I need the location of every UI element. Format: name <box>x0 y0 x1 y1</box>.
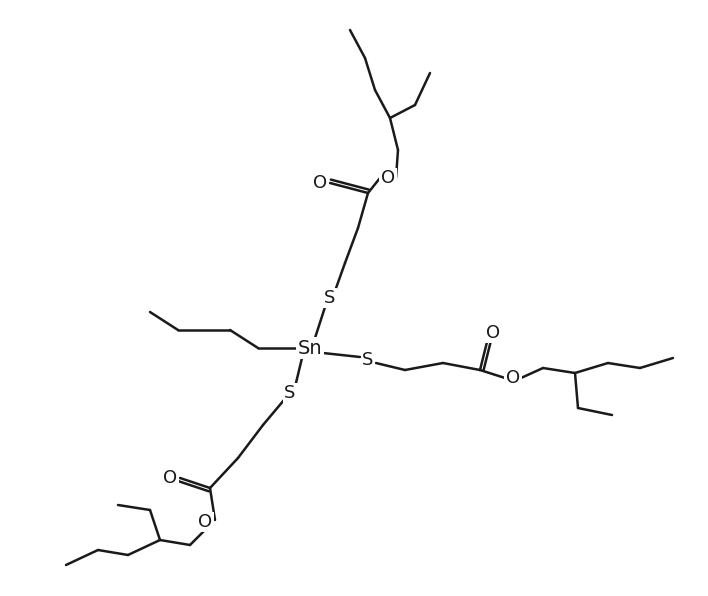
Text: Sn: Sn <box>297 339 322 358</box>
Text: O: O <box>313 174 327 192</box>
Text: S: S <box>285 384 296 402</box>
Text: O: O <box>381 169 395 187</box>
Text: S: S <box>362 351 374 369</box>
Text: S: S <box>324 289 336 307</box>
Text: O: O <box>486 324 500 342</box>
Text: O: O <box>198 513 212 531</box>
Text: O: O <box>506 369 520 387</box>
Text: O: O <box>163 469 177 487</box>
